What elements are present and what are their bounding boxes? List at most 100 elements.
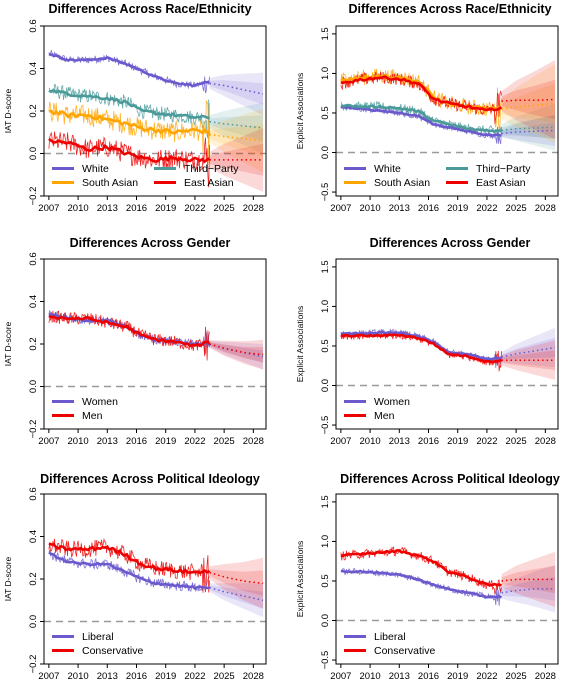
y-tick-label: 0.6 (28, 19, 39, 32)
y-tick-label: 0.2 (28, 337, 39, 350)
forecast-band-inner-1 (209, 115, 264, 141)
x-tick-label: 2022 (476, 203, 497, 214)
y-tick-label: 0.4 (28, 62, 39, 75)
legend-label: Women (374, 396, 410, 408)
x-tick-label: 2007 (330, 203, 351, 214)
x-tick-label: 2010 (68, 671, 89, 682)
forecast-band-1 (209, 102, 264, 154)
y-tick-label: 0.5 (320, 339, 331, 352)
y-axis-label: Explicit Associations (295, 306, 305, 383)
x-tick-label: 2010 (360, 203, 381, 214)
x-tick-label: 2019 (447, 203, 468, 214)
plot-area (336, 60, 558, 154)
series-raw-line-2 (48, 100, 210, 164)
plot-area (44, 537, 266, 623)
x-tick-label: 2028 (243, 671, 264, 682)
y-tick-label: 0.0 (320, 379, 331, 392)
x-tick-label: 2016 (126, 436, 147, 447)
y-axis-label: IAT D-score (3, 88, 13, 133)
forecast-band-3 (501, 60, 556, 140)
legend-label: Third−Party (184, 163, 239, 175)
y-tick-label: 0.0 (320, 146, 331, 159)
x-tick-label: 2010 (360, 671, 381, 682)
series-raw-line-1 (48, 537, 210, 593)
chart-title: Differences Across Political Ideology (40, 472, 260, 486)
y-tick-label: 1.0 (320, 535, 331, 548)
forecast-line-0 (209, 343, 264, 358)
plot-frame (335, 258, 559, 430)
forecast-band-1 (209, 557, 264, 609)
y-tick-label: 0.5 (320, 574, 331, 587)
y-tick-label: −0.5 (320, 651, 331, 670)
chart-panel-6: Differences Across Political Ideology Exp… (295, 472, 560, 682)
forecast-band-3 (209, 128, 264, 192)
series-trend-line-1 (340, 333, 502, 364)
x-tick-label: 2016 (126, 203, 147, 214)
legend-label: South Asian (82, 177, 138, 189)
forecast-band-1 (501, 103, 556, 151)
x-tick-label: 2013 (97, 436, 118, 447)
y-tick-label: 1.5 (320, 495, 331, 508)
legend-label: Liberal (82, 631, 114, 643)
chart-title: Differences Across Political Ideology (340, 472, 560, 486)
chart-panel-1: Differences Across Race/Ethnicity IAT D-s… (3, 2, 267, 214)
forecast-band-2 (209, 108, 264, 173)
forecast-band-inner-3 (209, 143, 264, 176)
plot-area (44, 49, 266, 192)
x-tick-label: 2013 (389, 203, 410, 214)
x-tick-label: 2028 (243, 436, 264, 447)
y-axis-label: IAT D-score (3, 321, 13, 366)
x-tick-label: 2010 (68, 203, 89, 214)
series-trend-line-1 (48, 542, 211, 575)
y-tick-label: 0.4 (28, 295, 39, 308)
series-trend-line-0 (340, 569, 503, 599)
y-tick-label: −0.5 (320, 416, 331, 435)
series-trend-line-1 (340, 103, 502, 133)
x-tick-label: 2016 (418, 671, 439, 682)
x-tick-label: 2028 (243, 203, 264, 214)
y-tick-label: −0.5 (320, 183, 331, 202)
series-raw-line-3 (48, 131, 210, 188)
x-tick-label: 2022 (476, 671, 497, 682)
x-tick-label: 2013 (97, 203, 118, 214)
series-trend-line-3 (340, 75, 503, 112)
y-tick-label: 0.5 (320, 106, 331, 119)
x-tick-label: 2022 (476, 436, 497, 447)
forecast-band-0 (209, 72, 264, 116)
x-tick-label: 2028 (535, 436, 556, 447)
x-tick-label: 2016 (418, 203, 439, 214)
forecast-band-1 (501, 551, 556, 608)
series-raw-line-2 (340, 68, 502, 133)
x-tick-label: 2022 (184, 203, 205, 214)
series-trend-line-1 (48, 88, 210, 120)
series-trend-line-0 (48, 551, 210, 590)
y-tick-label: 0.6 (28, 487, 39, 500)
y-tick-label: 1.0 (320, 300, 331, 313)
y-tick-label: 0.2 (28, 104, 39, 117)
x-tick-label: 2010 (360, 436, 381, 447)
x-tick-label: 2028 (535, 203, 556, 214)
x-tick-label: 2019 (447, 436, 468, 447)
forecast-band-inner-2 (501, 83, 556, 124)
chart-title: Differences Across Gender (70, 236, 231, 250)
x-tick-label: 2013 (389, 671, 410, 682)
legend-label: Conservative (374, 645, 435, 657)
plot-frame (335, 25, 559, 197)
x-tick-label: 2019 (155, 671, 176, 682)
legend-label: East Asian (476, 177, 526, 189)
series-trend-line-3 (48, 137, 211, 163)
x-tick-label: 2022 (184, 436, 205, 447)
forecast-band-inner-1 (209, 342, 264, 363)
chart-title: Differences Across Gender (370, 236, 531, 250)
y-tick-label: 1.5 (320, 260, 331, 273)
series-trend-line-0 (48, 52, 210, 88)
x-tick-label: 2028 (535, 671, 556, 682)
legend-label: Men (374, 410, 395, 422)
legend-label: South Asian (374, 177, 430, 189)
chart-panel-2: Differences Across Race/Ethnicity Explici… (295, 2, 559, 214)
forecast-band-inner-3 (501, 79, 556, 120)
forecast-band-inner-1 (501, 565, 556, 594)
chart-panel-5: Differences Across Political Ideology IAT… (3, 472, 267, 682)
